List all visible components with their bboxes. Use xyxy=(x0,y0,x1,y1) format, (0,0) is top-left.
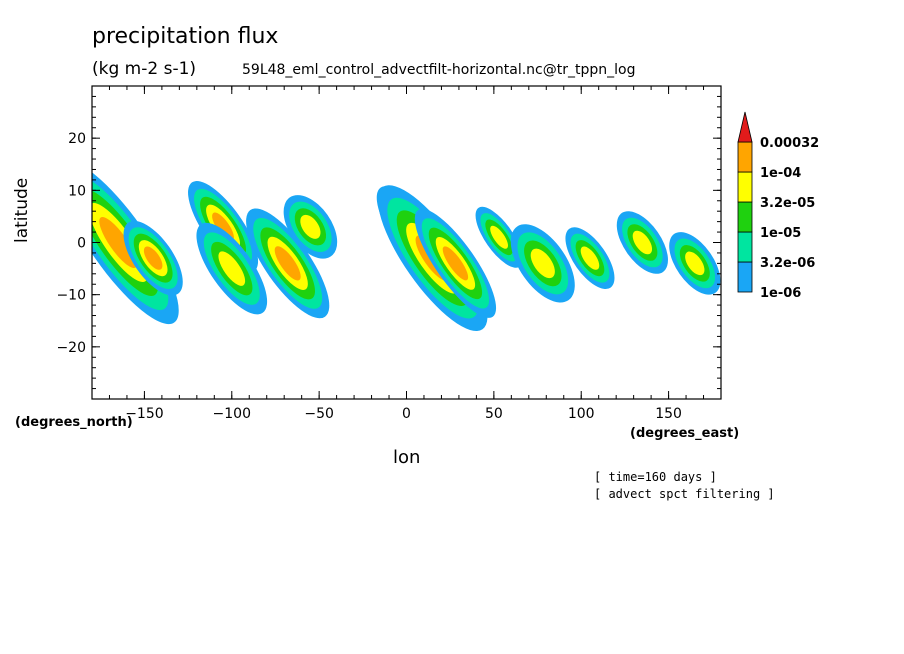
precip-cell xyxy=(92,160,179,325)
colorbar-swatch-3 xyxy=(737,171,753,203)
x-unit-label: (degrees_east) xyxy=(630,426,740,441)
colorbar-swatch-4 xyxy=(737,141,753,173)
y-unit-label: (degrees_north) xyxy=(15,415,133,430)
x-tick-label: −150 xyxy=(125,406,163,422)
contour-level-4 xyxy=(442,246,469,281)
contour-level-3 xyxy=(490,225,508,249)
colorbar-label: 1e-05 xyxy=(760,226,801,241)
chart-units: (kg m-2 s-1) xyxy=(92,59,197,79)
colorbar-label: 1e-04 xyxy=(760,166,801,181)
precip-cell xyxy=(565,227,615,290)
colorbar-label: 0.00032 xyxy=(760,136,819,151)
x-tick-label: 50 xyxy=(485,406,503,422)
contour-level-4 xyxy=(274,246,301,281)
x-axis-label: lon xyxy=(393,447,421,468)
contour-level-4 xyxy=(99,217,138,268)
colorbar-swatch-1 xyxy=(737,231,753,263)
colorbar-label: 3.2e-05 xyxy=(760,196,815,211)
filter-annotation: [ advect spct filtering ] xyxy=(594,487,775,501)
precip-cell xyxy=(475,206,523,268)
y-tick-label: 0 xyxy=(77,236,86,252)
contour-level-3 xyxy=(300,214,321,239)
colorbar-label: 1e-06 xyxy=(760,286,801,301)
y-tick-label: −10 xyxy=(56,288,86,304)
contour-level-3 xyxy=(218,251,246,286)
x-tick-label: 150 xyxy=(655,406,682,422)
colorbar-swatch-0 xyxy=(737,261,753,293)
contour-field xyxy=(92,160,721,332)
contour-level-3 xyxy=(632,230,653,255)
precip-cell xyxy=(616,211,668,274)
chart-title: precipitation flux xyxy=(92,24,279,49)
colorbar-swatch-2 xyxy=(737,201,753,233)
y-tick-label: 10 xyxy=(68,183,86,199)
colorbar-overflow-triangle xyxy=(737,111,753,143)
precip-cell xyxy=(246,208,330,319)
colorbar-legend: 1e-06 3.2e-06 1e-05 3.2e-05 1e-04 0.00032 xyxy=(737,111,819,301)
colorbar-label: 3.2e-06 xyxy=(760,256,815,271)
precip-cell xyxy=(510,224,575,303)
x-tick-label: 100 xyxy=(568,406,595,422)
y-tick-label: −20 xyxy=(56,340,86,356)
x-tick-label: 0 xyxy=(402,406,411,422)
time-annotation: [ time=160 days ] xyxy=(594,470,717,484)
precip-cell xyxy=(123,220,183,296)
precip-cell xyxy=(196,222,268,315)
contour-level-3 xyxy=(685,251,705,276)
x-tick-label: −100 xyxy=(213,406,251,422)
precip-cell xyxy=(414,208,497,318)
precip-cell xyxy=(283,195,338,259)
precip-cell xyxy=(669,232,721,295)
contour-level-4 xyxy=(143,246,163,270)
chart-source: 59L48_eml_control_advectfilt-horizontal.… xyxy=(242,62,636,78)
contour-level-3 xyxy=(530,248,555,279)
x-tick-label: −50 xyxy=(304,406,334,422)
contour-level-3 xyxy=(580,246,600,270)
y-tick-label: 20 xyxy=(68,131,86,147)
